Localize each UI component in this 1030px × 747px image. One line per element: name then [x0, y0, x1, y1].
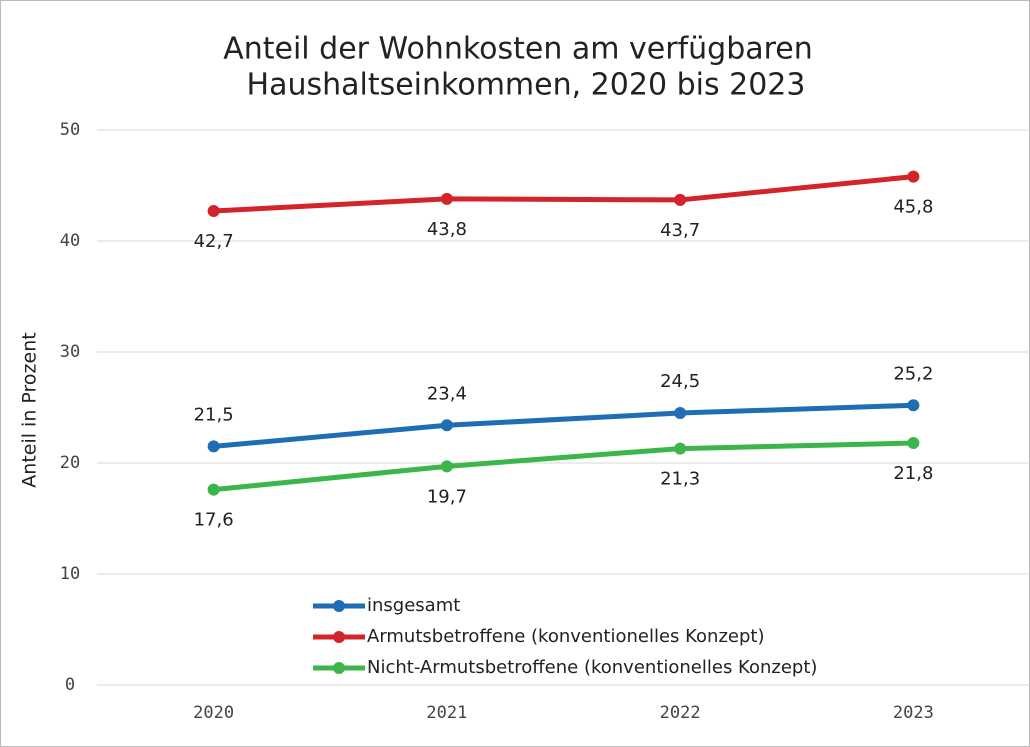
point [440, 419, 453, 432]
data-label: 43,7 [660, 220, 700, 241]
data-label: 19,7 [427, 486, 467, 507]
data-label: 42,7 [194, 231, 234, 252]
point [674, 193, 687, 206]
series-line [213, 174, 914, 214]
x-tick-label: 2023 [893, 703, 934, 723]
chart-title: Anteil der Wohnkosten am verfügbaren [223, 32, 813, 67]
y-tick-label: 30 [60, 342, 80, 362]
legend-label: insgesamt [367, 595, 460, 616]
data-label: 43,8 [427, 219, 467, 240]
point [907, 170, 920, 183]
point [207, 483, 220, 496]
y-tick-label: 50 [60, 120, 80, 140]
y-tick-label: 10 [60, 564, 80, 584]
legend-label: Nicht-Armutsbetroffene (konventionelles … [367, 657, 817, 678]
chart-title: Haushaltseinkommen, 2020 bis 2023 [247, 68, 806, 103]
y-tick-label: 20 [60, 453, 80, 473]
data-label: 23,4 [427, 383, 467, 404]
legend-marker [333, 662, 345, 674]
series-line [213, 440, 914, 493]
point [907, 399, 920, 412]
y-tick-label: 0 [65, 675, 75, 695]
data-label: 25,2 [893, 363, 933, 384]
data-label: 21,8 [893, 463, 933, 484]
legend-marker [333, 600, 345, 612]
data-label: 21,3 [660, 469, 700, 490]
point [207, 205, 220, 218]
legend-label: Armutsbetroffene (konventionelles Konzep… [367, 626, 764, 647]
x-tick-label: 2021 [426, 703, 467, 723]
series-line [213, 402, 914, 449]
point [207, 440, 220, 453]
point [674, 442, 687, 455]
point [674, 407, 687, 420]
point [440, 192, 453, 205]
point [907, 437, 920, 450]
data-label: 21,5 [194, 404, 234, 425]
legend-marker [333, 631, 345, 643]
y-tick-label: 40 [60, 231, 80, 251]
data-label: 45,8 [893, 197, 933, 218]
y-axis-label: Anteil in Prozent [19, 332, 41, 487]
x-tick-label: 2020 [193, 703, 234, 723]
point [440, 460, 453, 473]
data-label: 17,6 [194, 510, 234, 531]
data-label: 24,5 [660, 371, 700, 392]
x-tick-label: 2022 [660, 703, 701, 723]
